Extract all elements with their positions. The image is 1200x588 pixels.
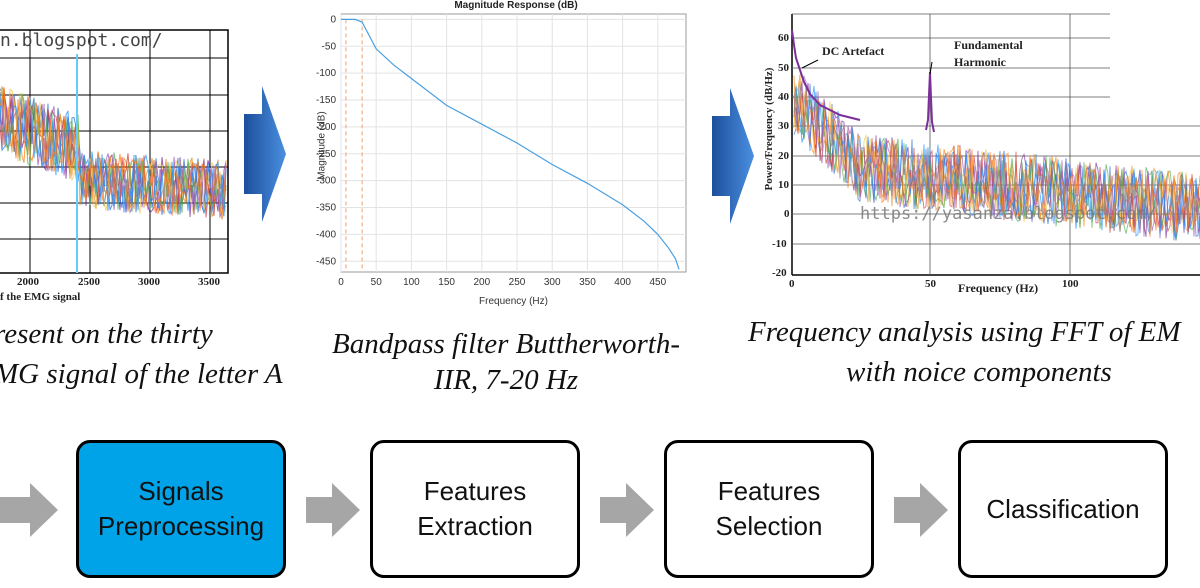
watermark-text: n.blogspot.com/	[0, 30, 163, 51]
x-tick: 250	[509, 277, 526, 288]
x-tick: 0	[789, 278, 795, 290]
fft-trace	[793, 74, 1200, 239]
magnitude-chart: 0 50 100 150 200 250 300 350 400 450 0 -50 -100 -150 -…	[316, 13, 687, 288]
blue-arrow-right	[244, 86, 286, 222]
caption-line: MG signal of the letter A	[0, 358, 283, 390]
fft-trace	[793, 75, 1200, 237]
x-tick: 150	[438, 277, 455, 288]
y-tick: 0	[784, 208, 790, 220]
caption-line: IIR, 7-20 Hz	[433, 364, 579, 396]
plot-area	[340, 13, 687, 273]
caption-line: Bandpass filter Buttherworth-	[332, 328, 680, 360]
y-tick: -250	[316, 149, 336, 160]
x-tick: 350	[579, 277, 596, 288]
annotation-harmonic: Harmonic	[954, 55, 1006, 69]
magnitude-response-panel: Magnitude Response (dB) Magnitude (dB) F…	[296, 0, 696, 312]
watermark-text: https://yasanza.blogspot.com/	[860, 204, 1157, 224]
gray-arrow-right	[306, 483, 360, 537]
emg-trace	[0, 86, 227, 216]
y-tick: -150	[316, 95, 336, 106]
x-tick: 400	[614, 277, 631, 288]
caption-line: Frequency analysis using FFT of EM	[748, 316, 1181, 348]
x-tick: 2000	[17, 276, 39, 288]
y-tick: -10	[772, 238, 787, 250]
step-label: Extraction	[417, 511, 533, 541]
y-tick: -450	[316, 256, 336, 267]
emg-trace	[0, 96, 227, 219]
emg-trace	[0, 93, 227, 215]
annotation-dc-artefact: DC Artefact	[822, 44, 885, 58]
y-tick: 60	[778, 32, 789, 44]
emg-trace	[0, 92, 227, 217]
y-tick: -20	[772, 267, 787, 279]
x-tick: 200	[473, 277, 490, 288]
y-tick: 50	[778, 62, 789, 74]
x-tick: 3500	[198, 276, 220, 288]
y-axis-label: Power/Frequency (dB/Hz)	[763, 67, 775, 191]
step-label: Classification	[986, 493, 1140, 524]
y-tick: 20	[778, 150, 789, 162]
chart-title: Magnitude Response (dB)	[454, 0, 578, 11]
gray-arrow-right	[600, 483, 654, 537]
fft-plot	[791, 13, 1200, 276]
x-axis-label: Frequency (Hz)	[958, 281, 1039, 295]
pipeline-step-signals-preprocessing: Signals Preprocessing	[76, 440, 286, 578]
caption-line: with noice components	[846, 356, 1112, 388]
x-tick: 100	[403, 277, 420, 288]
emg-signal-plot	[0, 29, 229, 274]
blue-arrow-right	[712, 88, 754, 224]
x-tick: 0	[338, 277, 344, 288]
step-label: Preprocessing	[97, 511, 265, 541]
y-tick: -50	[322, 41, 337, 52]
step-label: Selection	[715, 511, 823, 541]
y-tick: 10	[778, 179, 789, 191]
magnitude-series-line	[341, 18, 680, 270]
x-tick: 50	[371, 277, 383, 288]
y-tick: 30	[778, 120, 789, 132]
y-tick: -400	[316, 229, 336, 240]
gray-arrow-right	[894, 483, 948, 537]
emg-signal-panel: n.blogspot.com/ 2000 2500 3000 3500 f th…	[0, 0, 300, 310]
x-tick: 300	[544, 277, 561, 288]
annotation-fundamental: Fundamental	[954, 38, 1023, 52]
pipeline-step-classification: Classification	[958, 440, 1168, 578]
x-tick: 2500	[78, 276, 100, 288]
step-label: Signals	[138, 476, 224, 506]
x-tick: 3000	[138, 276, 160, 288]
step-label: Features	[717, 476, 821, 506]
pipeline-step-features-extraction: Features Extraction	[370, 440, 580, 578]
y-tick: -300	[316, 176, 336, 187]
y-tick: -100	[316, 68, 336, 79]
x-tick: 50	[925, 278, 936, 290]
x-tick: 100	[1062, 278, 1079, 290]
fft-panel: Power/Frequency (dB/Hz) 60 50 40 30 20 1…	[760, 0, 1200, 305]
y-tick: -350	[316, 203, 336, 214]
y-tick: 40	[778, 91, 789, 103]
step-label: Features	[423, 476, 527, 506]
x-axis-label: Frequency (Hz)	[479, 296, 548, 307]
x-axis-label: f the EMG signal	[0, 291, 81, 303]
pipeline-step-features-selection: Features Selection	[664, 440, 874, 578]
y-tick: 0	[330, 14, 336, 25]
x-tick: 450	[649, 277, 666, 288]
gray-arrow-right	[0, 483, 58, 537]
caption-line: resent on the thirty	[0, 318, 213, 350]
y-tick: -200	[316, 122, 336, 133]
